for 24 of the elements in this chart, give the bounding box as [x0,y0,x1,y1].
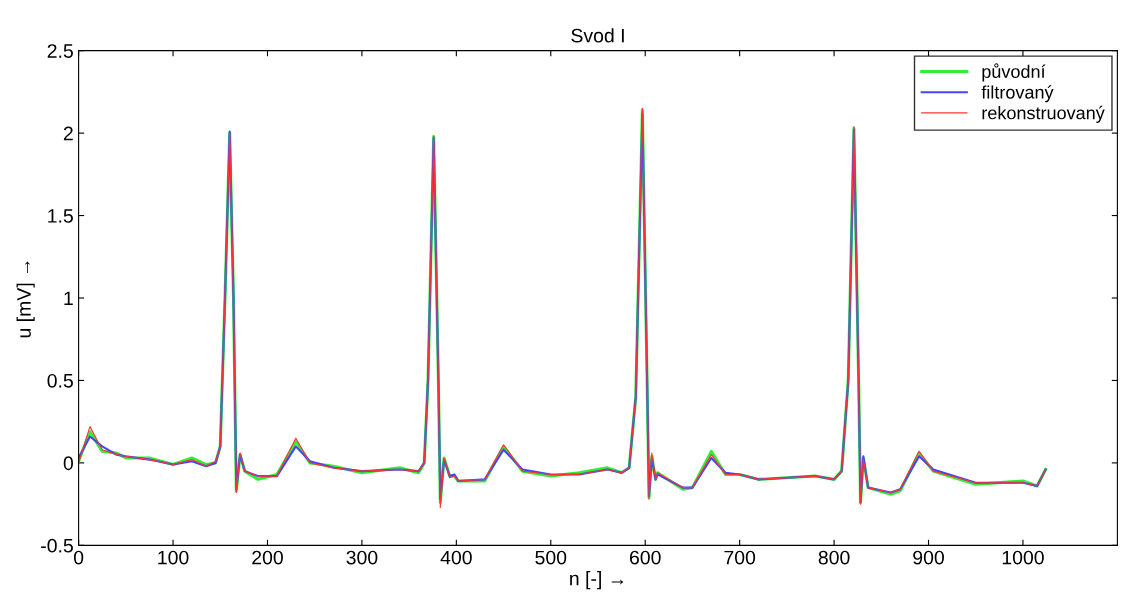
x-tick-label: 800 [818,550,850,565]
y-tick-label: -0.5 [41,538,73,553]
x-axis-title: n [-] → [570,571,624,590]
x-tick-label: 200 [252,550,283,565]
x-tick-label: 600 [629,550,661,565]
x-tick-label: 400 [440,550,472,565]
x-tick-label: 1000 [1002,550,1044,565]
x-tick-label: 300 [346,550,378,565]
y-tick-label: 2 [63,126,73,141]
x-tick-label: 500 [535,550,567,565]
legend-label: rekonstruovaný [982,105,1105,123]
legend-label: filtrovaný [981,85,1054,103]
x-tick-label: 900 [913,550,944,565]
y-tick-label: 2.5 [47,44,73,58]
chart-title: Svod I [571,28,624,43]
y-tick-label: 0.5 [47,373,73,388]
y-axis-title: u [mV] → [16,261,35,338]
y-tick-label: 1 [64,291,73,306]
legend-label: původní [982,63,1046,82]
y-tick-label: 0 [63,456,73,471]
y-tick-label: 1.5 [48,209,73,223]
x-tick-label: 100 [158,550,189,565]
x-tick-label: 700 [724,550,756,565]
x-tick-label: 0 [73,550,84,565]
